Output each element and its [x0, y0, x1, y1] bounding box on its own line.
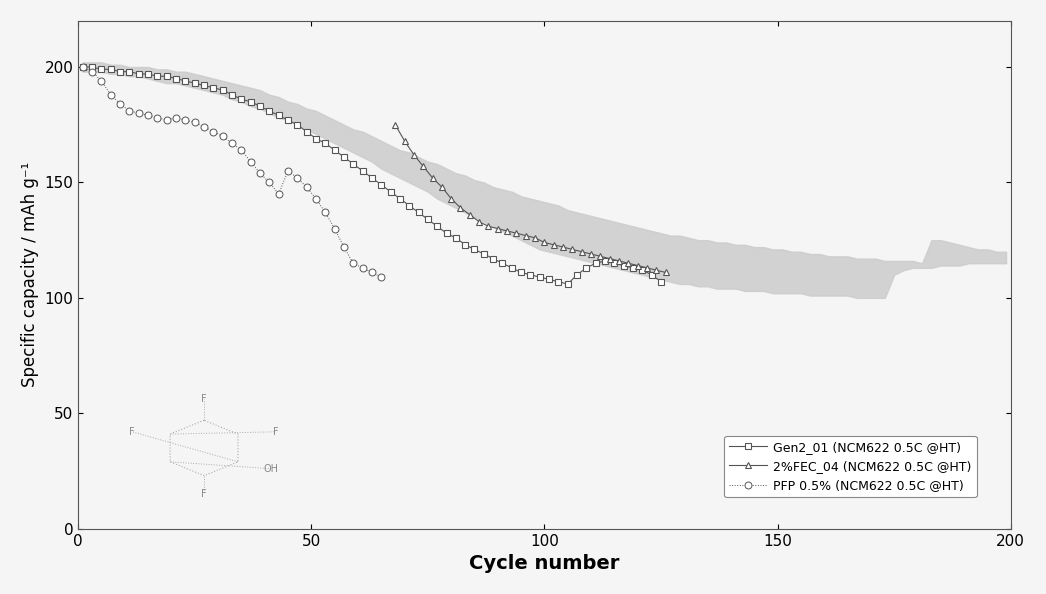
- 2%FEC_04 (NCM622 0.5C @HT): [426, 174, 438, 181]
- Y-axis label: Specific capacity / mAh g⁻¹: Specific capacity / mAh g⁻¹: [21, 162, 39, 387]
- PFP 0.5% (NCM622 0.5C @HT): [300, 184, 313, 191]
- 2%FEC_04 (NCM622 0.5C @HT): [575, 248, 588, 255]
- PFP 0.5% (NCM622 0.5C @HT): [357, 264, 369, 271]
- Line: 2%FEC_04 (NCM622 0.5C @HT): 2%FEC_04 (NCM622 0.5C @HT): [392, 122, 668, 275]
- PFP 0.5% (NCM622 0.5C @HT): [263, 179, 275, 186]
- 2%FEC_04 (NCM622 0.5C @HT): [613, 257, 626, 264]
- Gen2_01 (NCM622 0.5C @HT): [562, 280, 574, 287]
- PFP 0.5% (NCM622 0.5C @HT): [188, 119, 201, 126]
- 2%FEC_04 (NCM622 0.5C @HT): [435, 184, 448, 191]
- PFP 0.5% (NCM622 0.5C @HT): [291, 174, 303, 181]
- 2%FEC_04 (NCM622 0.5C @HT): [594, 253, 607, 260]
- PFP 0.5% (NCM622 0.5C @HT): [169, 114, 182, 121]
- PFP 0.5% (NCM622 0.5C @HT): [123, 108, 136, 115]
- Gen2_01 (NCM622 0.5C @HT): [478, 251, 491, 258]
- 2%FEC_04 (NCM622 0.5C @HT): [463, 211, 476, 219]
- 2%FEC_04 (NCM622 0.5C @HT): [408, 151, 420, 159]
- PFP 0.5% (NCM622 0.5C @HT): [198, 124, 210, 131]
- PFP 0.5% (NCM622 0.5C @HT): [319, 209, 332, 216]
- PFP 0.5% (NCM622 0.5C @HT): [207, 128, 220, 135]
- 2%FEC_04 (NCM622 0.5C @HT): [585, 251, 597, 258]
- 2%FEC_04 (NCM622 0.5C @HT): [632, 262, 644, 269]
- Gen2_01 (NCM622 0.5C @HT): [254, 103, 267, 110]
- 2%FEC_04 (NCM622 0.5C @HT): [473, 218, 485, 225]
- PFP 0.5% (NCM622 0.5C @HT): [272, 191, 285, 198]
- Text: F: F: [201, 489, 207, 499]
- PFP 0.5% (NCM622 0.5C @HT): [366, 269, 379, 276]
- 2%FEC_04 (NCM622 0.5C @HT): [659, 269, 672, 276]
- 2%FEC_04 (NCM622 0.5C @HT): [389, 121, 402, 128]
- Line: Gen2_01 (NCM622 0.5C @HT): Gen2_01 (NCM622 0.5C @HT): [79, 64, 664, 287]
- 2%FEC_04 (NCM622 0.5C @HT): [604, 255, 616, 262]
- 2%FEC_04 (NCM622 0.5C @HT): [399, 137, 411, 144]
- 2%FEC_04 (NCM622 0.5C @HT): [538, 239, 550, 246]
- 2%FEC_04 (NCM622 0.5C @HT): [482, 223, 495, 230]
- 2%FEC_04 (NCM622 0.5C @HT): [520, 232, 532, 239]
- Gen2_01 (NCM622 0.5C @HT): [366, 174, 379, 181]
- 2%FEC_04 (NCM622 0.5C @HT): [501, 228, 514, 235]
- 2%FEC_04 (NCM622 0.5C @HT): [417, 163, 430, 170]
- Gen2_01 (NCM622 0.5C @HT): [655, 278, 667, 285]
- PFP 0.5% (NCM622 0.5C @HT): [86, 68, 98, 75]
- 2%FEC_04 (NCM622 0.5C @HT): [566, 246, 578, 253]
- Gen2_01 (NCM622 0.5C @HT): [76, 64, 89, 71]
- Text: OH: OH: [264, 464, 278, 474]
- Text: F: F: [273, 426, 278, 437]
- Gen2_01 (NCM622 0.5C @HT): [347, 160, 360, 168]
- PFP 0.5% (NCM622 0.5C @HT): [310, 195, 322, 202]
- PFP 0.5% (NCM622 0.5C @HT): [226, 140, 238, 147]
- 2%FEC_04 (NCM622 0.5C @HT): [445, 195, 457, 202]
- PFP 0.5% (NCM622 0.5C @HT): [217, 132, 229, 140]
- 2%FEC_04 (NCM622 0.5C @HT): [547, 241, 560, 248]
- PFP 0.5% (NCM622 0.5C @HT): [133, 110, 145, 117]
- PFP 0.5% (NCM622 0.5C @HT): [142, 112, 155, 119]
- PFP 0.5% (NCM622 0.5C @HT): [254, 170, 267, 177]
- 2%FEC_04 (NCM622 0.5C @HT): [622, 260, 635, 267]
- Text: F: F: [201, 394, 207, 405]
- 2%FEC_04 (NCM622 0.5C @HT): [510, 230, 523, 237]
- 2%FEC_04 (NCM622 0.5C @HT): [650, 267, 662, 274]
- PFP 0.5% (NCM622 0.5C @HT): [151, 114, 163, 121]
- PFP 0.5% (NCM622 0.5C @HT): [114, 100, 127, 108]
- Text: F: F: [130, 426, 135, 437]
- 2%FEC_04 (NCM622 0.5C @HT): [556, 244, 569, 251]
- PFP 0.5% (NCM622 0.5C @HT): [374, 273, 387, 280]
- 2%FEC_04 (NCM622 0.5C @HT): [641, 264, 654, 271]
- PFP 0.5% (NCM622 0.5C @HT): [160, 116, 173, 124]
- 2%FEC_04 (NCM622 0.5C @HT): [492, 225, 504, 232]
- PFP 0.5% (NCM622 0.5C @HT): [76, 64, 89, 71]
- Legend: Gen2_01 (NCM622 0.5C @HT), 2%FEC_04 (NCM622 0.5C @HT), PFP 0.5% (NCM622 0.5C @HT: Gen2_01 (NCM622 0.5C @HT), 2%FEC_04 (NCM…: [725, 435, 977, 497]
- PFP 0.5% (NCM622 0.5C @HT): [179, 116, 191, 124]
- PFP 0.5% (NCM622 0.5C @HT): [328, 225, 341, 232]
- Line: PFP 0.5% (NCM622 0.5C @HT): PFP 0.5% (NCM622 0.5C @HT): [79, 64, 385, 280]
- Gen2_01 (NCM622 0.5C @HT): [235, 96, 248, 103]
- PFP 0.5% (NCM622 0.5C @HT): [347, 260, 360, 267]
- Gen2_01 (NCM622 0.5C @HT): [645, 271, 658, 279]
- PFP 0.5% (NCM622 0.5C @HT): [235, 147, 248, 154]
- PFP 0.5% (NCM622 0.5C @HT): [338, 244, 350, 251]
- PFP 0.5% (NCM622 0.5C @HT): [281, 168, 294, 175]
- 2%FEC_04 (NCM622 0.5C @HT): [454, 204, 467, 211]
- PFP 0.5% (NCM622 0.5C @HT): [245, 158, 257, 165]
- X-axis label: Cycle number: Cycle number: [470, 554, 619, 573]
- PFP 0.5% (NCM622 0.5C @HT): [95, 77, 108, 84]
- 2%FEC_04 (NCM622 0.5C @HT): [529, 234, 542, 241]
- PFP 0.5% (NCM622 0.5C @HT): [105, 91, 117, 98]
